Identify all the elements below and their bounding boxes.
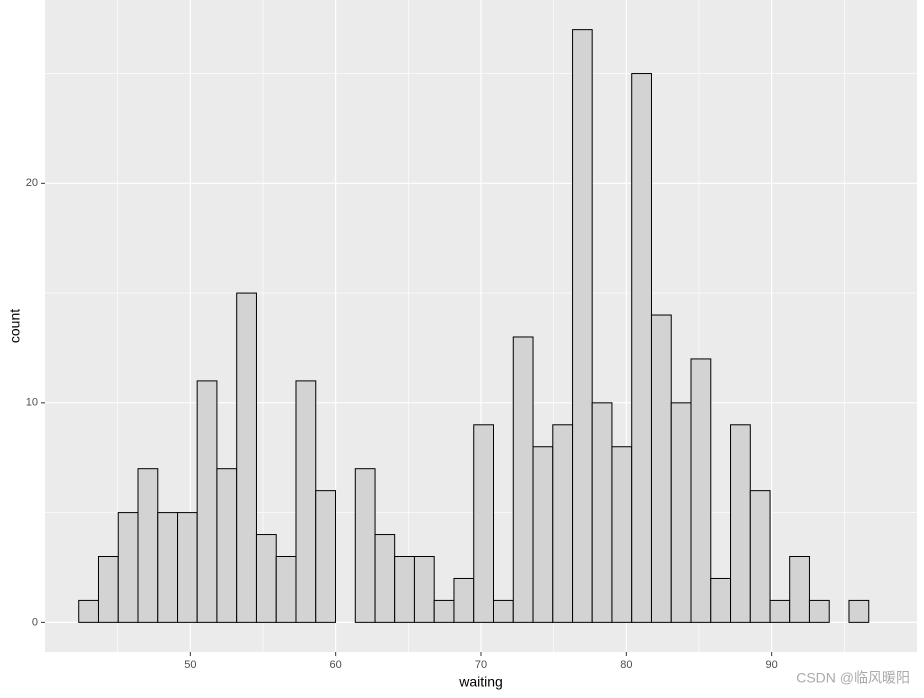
- x-tick-label: 90: [766, 659, 778, 671]
- bar: [473, 424, 494, 623]
- y-tick-label: 0: [32, 616, 38, 628]
- bar: [808, 599, 830, 623]
- bar: [78, 599, 99, 623]
- bar: [492, 599, 514, 623]
- x-tick-label: 60: [330, 659, 342, 671]
- x-axis-label: waiting: [458, 674, 503, 690]
- bar: [769, 599, 791, 623]
- bar: [295, 380, 317, 623]
- bar: [710, 577, 732, 623]
- bar: [749, 490, 771, 623]
- bar: [512, 336, 534, 623]
- bar: [848, 599, 870, 623]
- bar: [315, 490, 337, 623]
- bar: [532, 446, 554, 623]
- y-tick-label: 20: [26, 177, 38, 189]
- bar: [413, 556, 435, 623]
- bar: [394, 556, 415, 623]
- bar: [611, 446, 633, 623]
- bar: [216, 468, 238, 623]
- bar: [730, 424, 751, 623]
- bar: [196, 380, 218, 623]
- bar: [255, 534, 277, 623]
- bar: [117, 512, 139, 623]
- watermark: CSDN @临风暖阳: [796, 670, 910, 686]
- bar: [97, 556, 119, 623]
- bar: [631, 73, 652, 623]
- bar: [670, 402, 692, 623]
- bar: [552, 424, 574, 623]
- x-tick-label: 70: [475, 659, 487, 671]
- y-axis-label: count: [7, 309, 23, 343]
- bar: [137, 468, 159, 623]
- bar: [236, 292, 257, 623]
- bar: [157, 512, 179, 623]
- bar: [374, 534, 396, 623]
- bar: [789, 556, 810, 623]
- x-tick-label: 50: [184, 659, 196, 671]
- bar: [572, 29, 593, 623]
- bar: [453, 577, 475, 623]
- bar: [433, 599, 455, 623]
- bar: [690, 358, 712, 623]
- bar: [650, 314, 672, 623]
- bar: [591, 402, 613, 623]
- bar: [177, 512, 198, 623]
- y-tick-label: 10: [26, 397, 38, 409]
- bar: [354, 468, 376, 623]
- bar: [275, 556, 297, 623]
- x-tick-label: 80: [620, 659, 632, 671]
